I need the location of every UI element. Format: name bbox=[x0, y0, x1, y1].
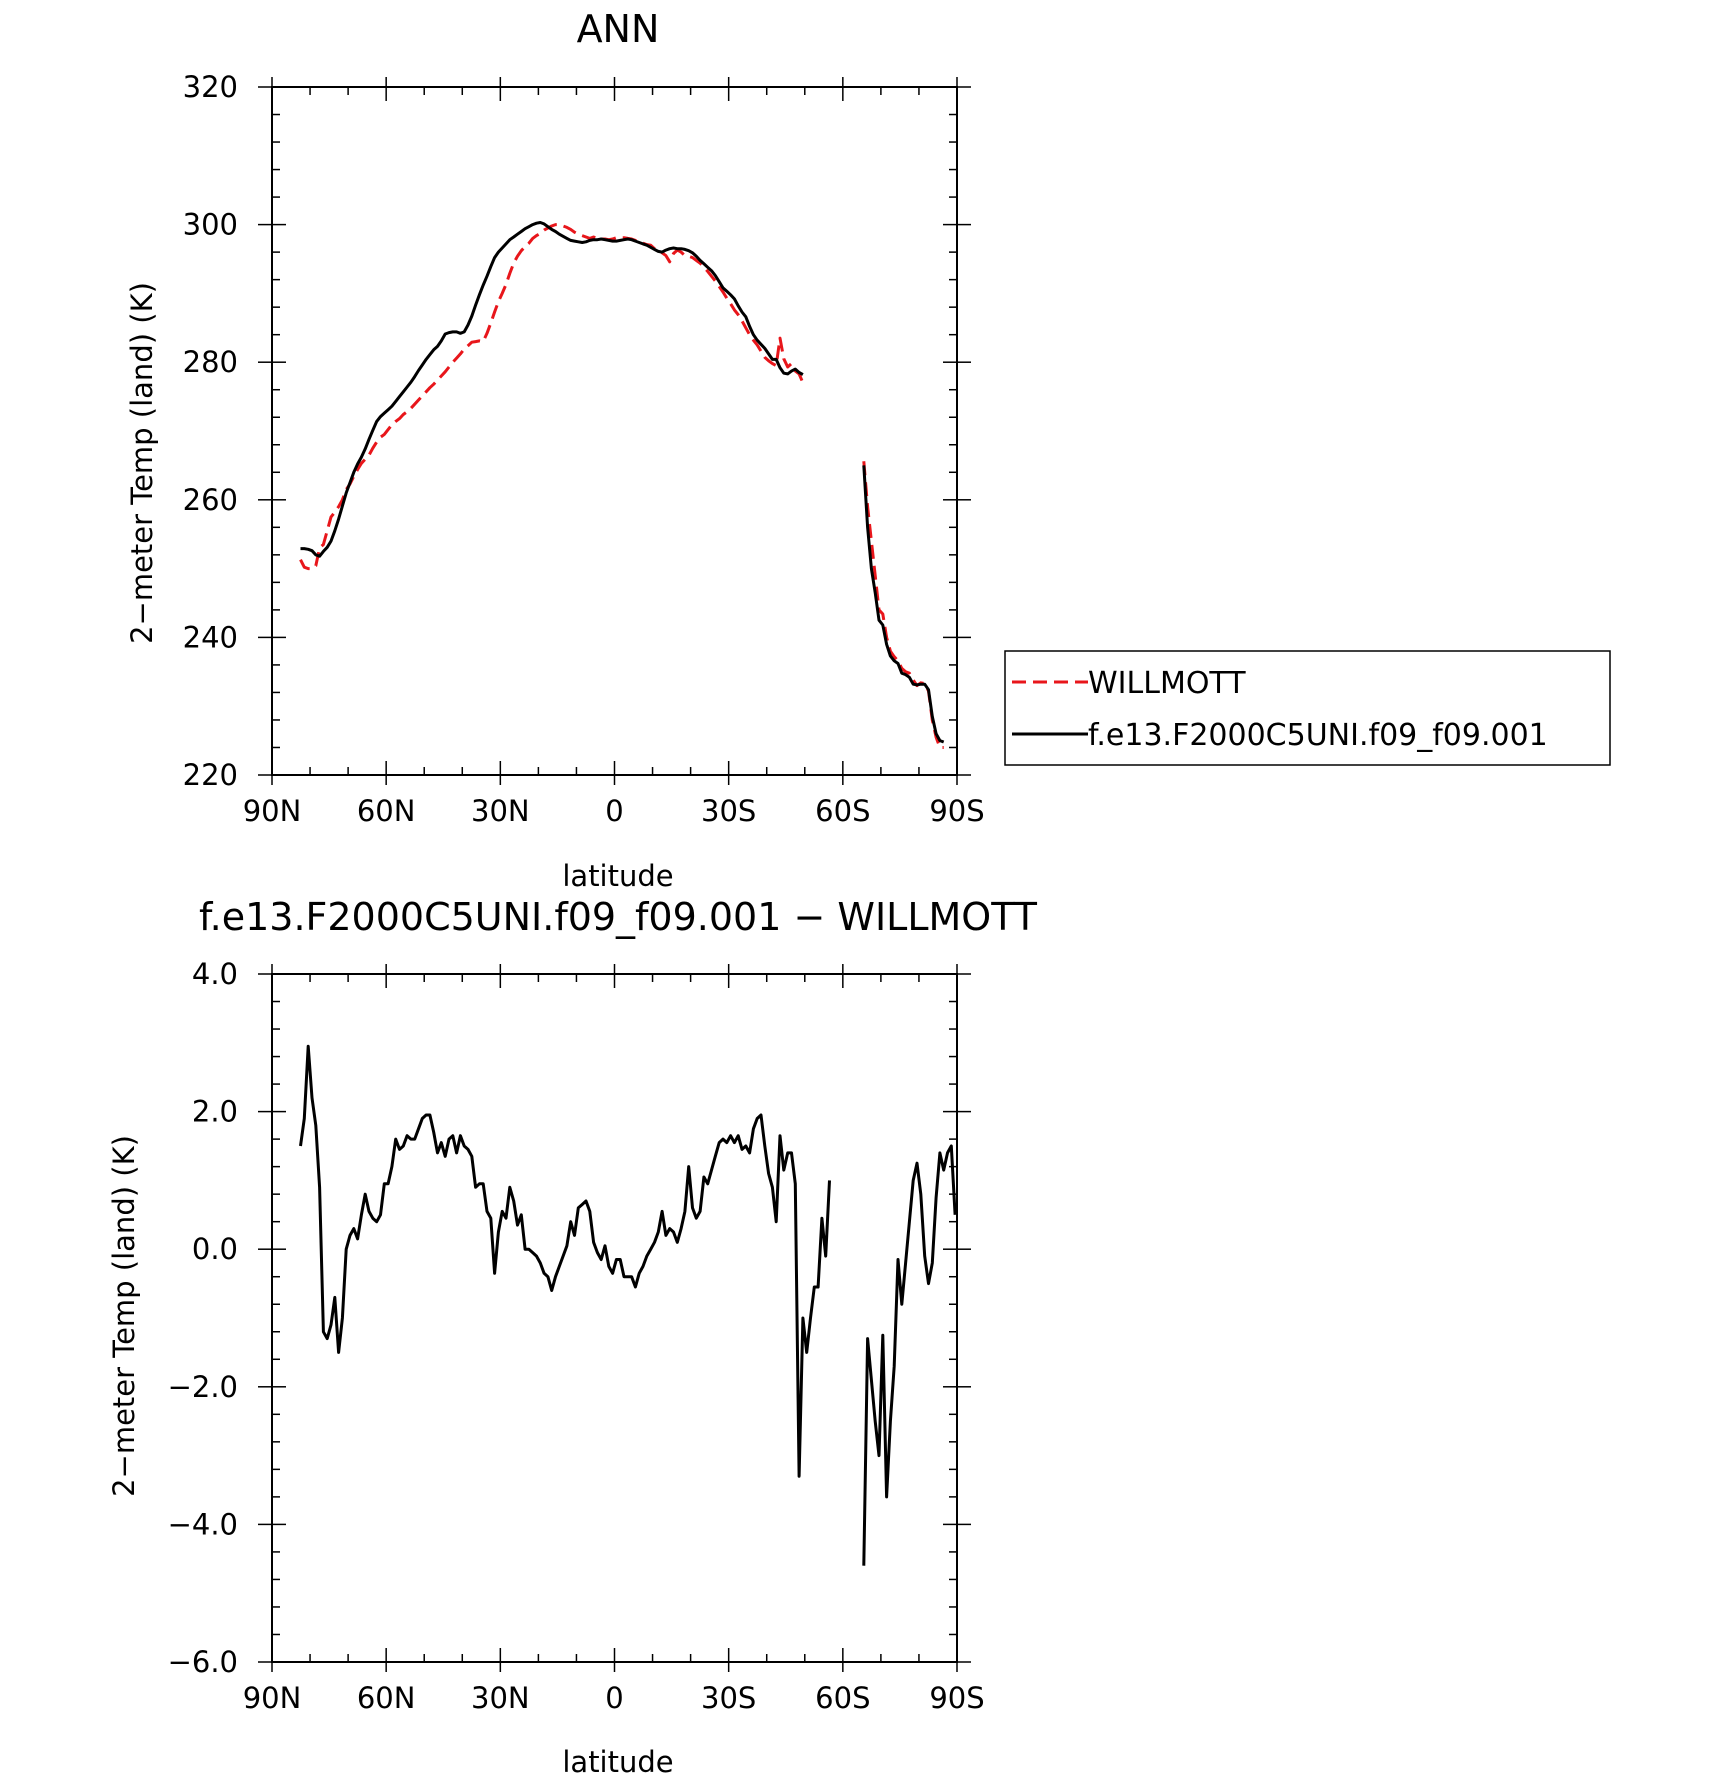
x-tick-label: 90N bbox=[243, 794, 302, 828]
y-tick-label: 260 bbox=[183, 483, 238, 517]
top-x-axis-title: latitude bbox=[562, 859, 673, 893]
x-tick-label: 90S bbox=[929, 794, 984, 828]
top-chart-title: ANN bbox=[577, 7, 660, 51]
x-tick-label: 90S bbox=[929, 1681, 984, 1715]
legend-box bbox=[1004, 650, 1611, 766]
bottom-x-axis-title: latitude bbox=[562, 1745, 673, 1773]
y-tick-label: −2.0 bbox=[168, 1370, 238, 1404]
x-tick-label: 60N bbox=[357, 1681, 416, 1715]
y-tick-label: −4.0 bbox=[168, 1507, 238, 1541]
plot-frame bbox=[271, 973, 958, 1663]
bottom-y-axis-title: 2−meter Temp (land) (K) bbox=[107, 1135, 141, 1497]
bottom-plot-area: 90N 60N 30N 0 30S 60S 90S −6.0 −4.0 −2.0 0.0 2.0 4.0 bbox=[168, 957, 985, 1715]
plot-frame bbox=[271, 86, 958, 776]
legend-label-willmott: WILLMOTT bbox=[1088, 666, 1246, 701]
legend-label-model: f.e13.F2000C5UNI.f09_f09.001 bbox=[1088, 718, 1548, 753]
x-tick-label: 30S bbox=[701, 1681, 756, 1715]
x-tick-label: 60S bbox=[815, 794, 870, 828]
series-line-0 bbox=[862, 1144, 957, 1566]
series-line-0 bbox=[299, 1044, 831, 1478]
x-tick-label: 30S bbox=[701, 794, 756, 828]
x-tick-label: 30N bbox=[471, 794, 530, 828]
x-tick-label: 0 bbox=[605, 794, 623, 828]
x-tick-label: 0 bbox=[605, 1681, 623, 1715]
top-chart-legend: WILLMOTT f.e13.F2000C5UNI.f09_f09.001 bbox=[1004, 650, 1611, 766]
series-line-0 bbox=[862, 461, 944, 749]
y-tick-label: 2.0 bbox=[192, 1095, 238, 1129]
top-y-axis-title: 2−meter Temp (land) (K) bbox=[125, 282, 159, 644]
y-tick-label: −6.0 bbox=[168, 1645, 238, 1679]
y-tick-label: 0.0 bbox=[192, 1232, 238, 1266]
x-tick-label: 30N bbox=[471, 1681, 530, 1715]
bottom-chart-title: f.e13.F2000C5UNI.f09_f09.001 − WILLMOTT bbox=[199, 895, 1038, 939]
series-line-1 bbox=[862, 465, 945, 744]
series-line-1 bbox=[300, 221, 804, 558]
top-plot-area: 90N 60N 30N 0 30S 60S 90S 220 240 260 280 300 320 bbox=[183, 70, 985, 828]
series-line-0 bbox=[299, 223, 805, 571]
y-tick-label: 300 bbox=[183, 208, 238, 242]
x-tick-label: 90N bbox=[243, 1681, 302, 1715]
y-tick-label: 240 bbox=[183, 620, 238, 654]
top-chart-panel: ANN 90N 60N 30N 0 30S 60S 90S 220 240 260 280 300 32… bbox=[125, 7, 1611, 893]
y-tick-label: 220 bbox=[183, 758, 238, 792]
y-tick-label: 320 bbox=[183, 70, 238, 104]
x-tick-label: 60N bbox=[357, 794, 416, 828]
y-tick-label: 280 bbox=[183, 345, 238, 379]
x-tick-label: 60S bbox=[815, 1681, 870, 1715]
y-tick-label: 4.0 bbox=[192, 957, 238, 991]
bottom-chart-panel: f.e13.F2000C5UNI.f09_f09.001 − WILLMOTT … bbox=[107, 895, 1038, 1773]
